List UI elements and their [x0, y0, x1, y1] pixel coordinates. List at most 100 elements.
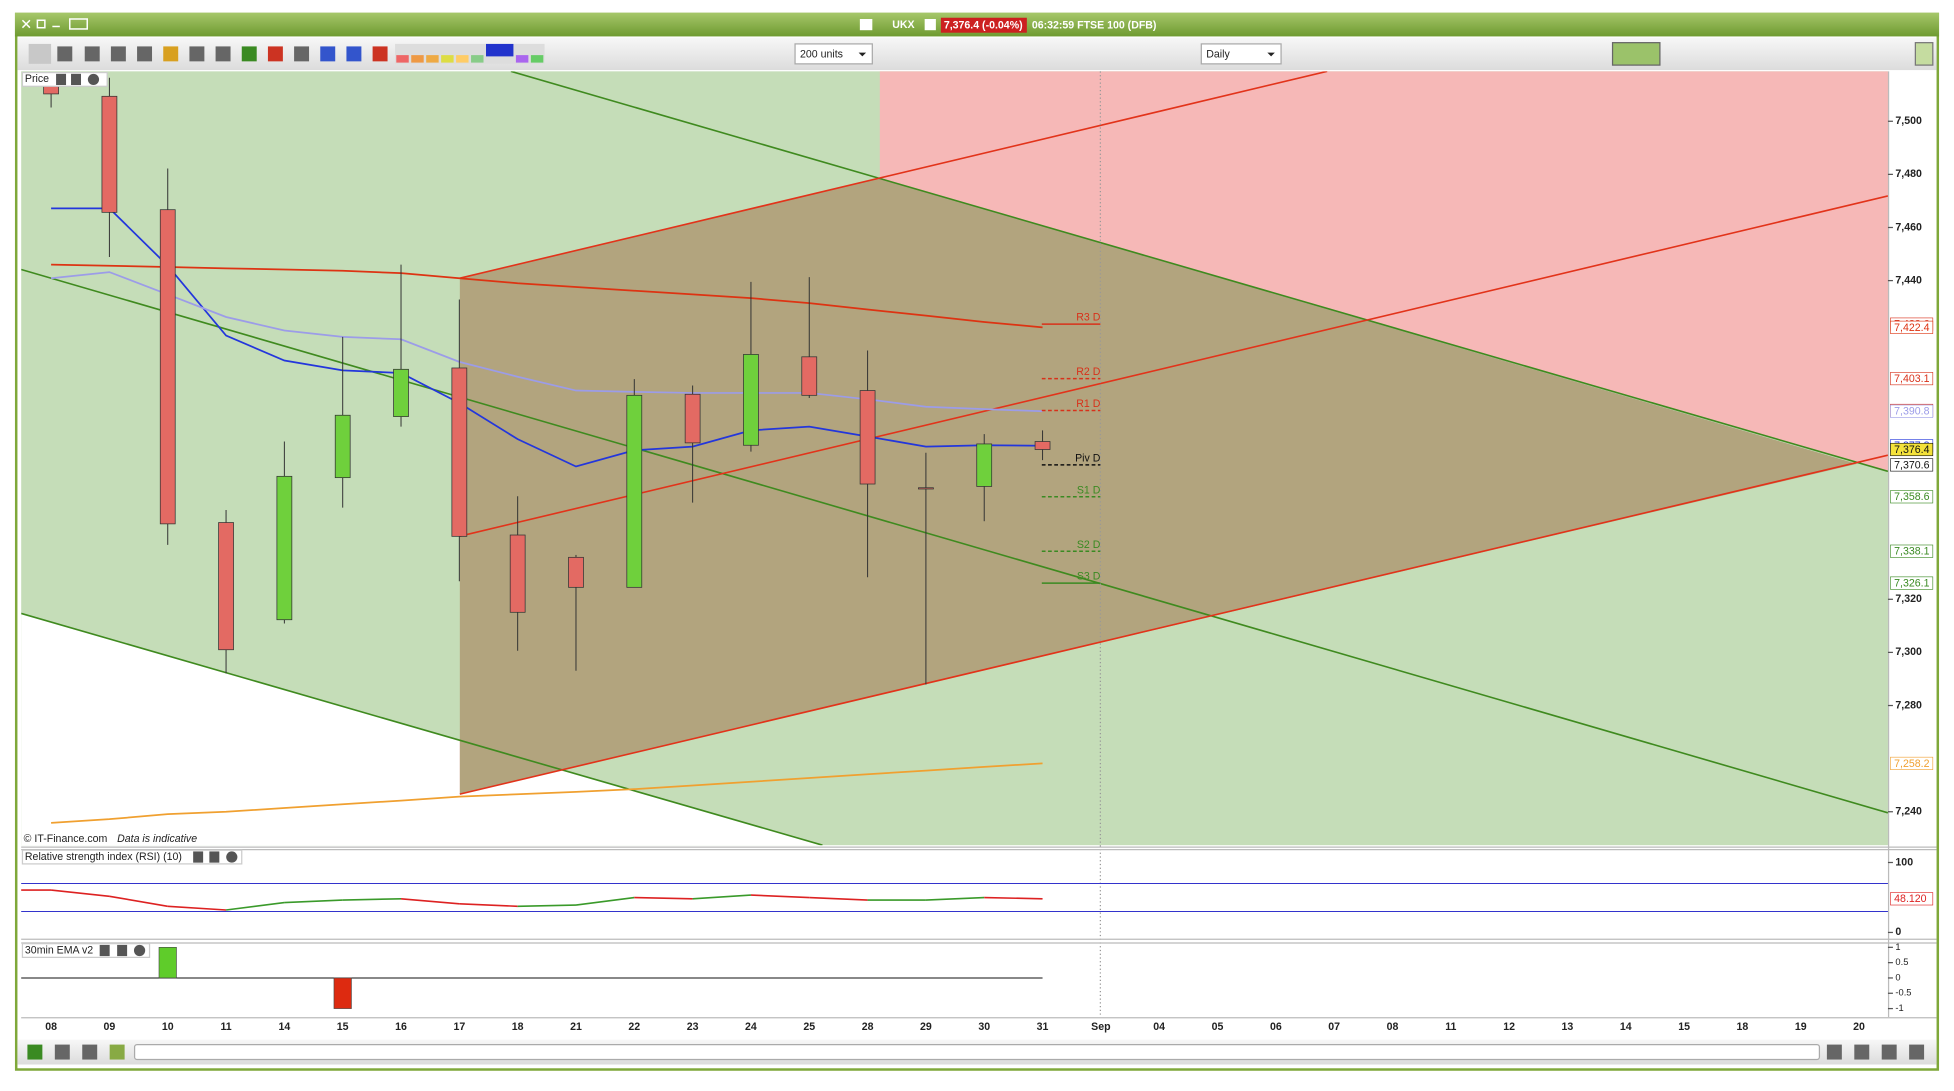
moving-average — [51, 207, 1043, 468]
panel-label-box — [21, 849, 243, 865]
price-tag-label: 7,403.1 — [1894, 373, 1929, 385]
status: 06:32:59 FTSE 100 (DFB) — [1032, 20, 1157, 32]
x-tick-label: 22 — [628, 1021, 640, 1033]
units-select[interactable] — [794, 43, 873, 65]
rsi-line — [51, 889, 110, 898]
candle-body — [159, 209, 176, 525]
bottom-icons[interactable] — [27, 1044, 1925, 1060]
price-tag — [1890, 442, 1934, 457]
x-tick-label: 07 — [1328, 1021, 1340, 1033]
rsi-line — [925, 896, 985, 901]
x-tick-label: 11 — [1445, 1021, 1456, 1033]
window-controls[interactable] — [21, 18, 88, 30]
x-tick-label: 15 — [337, 1021, 349, 1033]
x-tick-label: 12 — [1503, 1021, 1515, 1033]
rsi-line — [284, 899, 343, 904]
rsi-line — [809, 896, 868, 901]
candle-body — [918, 487, 934, 490]
candle-body — [743, 354, 759, 446]
price-tag — [1890, 576, 1934, 590]
pivot-label: Piv D — [1075, 452, 1101, 464]
price-tag-label: 7,326.1 — [1894, 578, 1929, 590]
candle-body — [101, 95, 118, 213]
tool-icons[interactable] — [28, 43, 388, 64]
price-tag — [1890, 458, 1934, 472]
rsi-line — [167, 905, 227, 911]
x-tick-label: 28 — [862, 1021, 874, 1033]
ema-title: 30min EMA v2 — [25, 944, 93, 956]
candle-body — [451, 367, 468, 537]
symbol: UKX — [892, 19, 914, 31]
pivot-label: R1 D — [1076, 398, 1100, 410]
candle-body — [568, 556, 584, 588]
scrollbar[interactable] — [133, 1043, 1821, 1061]
x-tick-label: 31 — [1037, 1021, 1049, 1033]
rsi-line — [984, 896, 1043, 900]
price-tag-label: 7,258.2 — [1894, 758, 1929, 770]
y-tick-label: 7,320 — [1895, 593, 1922, 605]
candle-body — [859, 390, 876, 485]
price-tag — [1890, 372, 1934, 386]
copyright: © IT-Finance.com — [24, 833, 108, 845]
y-tick-label: 7,500 — [1895, 115, 1922, 127]
dropdown-arrow — [1267, 52, 1275, 57]
x-tick-label: 16 — [395, 1021, 407, 1033]
candle-body — [218, 522, 234, 651]
side-button[interactable] — [1914, 42, 1934, 66]
x-tick-label: 24 — [745, 1021, 757, 1033]
y-tick-label: 7,300 — [1895, 646, 1922, 658]
rsi-line — [750, 894, 810, 899]
moving-average — [51, 762, 1043, 824]
price-tag-label: 7,390.8 — [1894, 406, 1929, 418]
panel-icons[interactable] — [99, 944, 146, 957]
y-tick-label: 7,460 — [1895, 221, 1922, 233]
y-tick-label: 0 — [1895, 972, 1900, 982]
icon — [859, 18, 873, 31]
y-tick-label: 7,440 — [1895, 274, 1922, 286]
candle-body — [393, 368, 409, 417]
price-tag-label: 7,370.6 — [1894, 459, 1929, 471]
price-tag — [1890, 544, 1934, 558]
candle-body — [334, 414, 351, 479]
x-tick-label: Sep — [1091, 1021, 1111, 1033]
candle-body — [626, 394, 643, 588]
x-tick-label: 09 — [104, 1021, 116, 1033]
price-tag — [1890, 892, 1934, 906]
x-tick-label: 06 — [1270, 1021, 1282, 1033]
x-tick-label: 14 — [278, 1021, 290, 1033]
ema-bar — [333, 977, 352, 1009]
panel-icons[interactable] — [193, 851, 238, 863]
rsi-line — [517, 904, 576, 908]
candle-body — [976, 443, 993, 487]
x-tick-label: 19 — [1795, 1021, 1807, 1033]
color-swatches[interactable] — [395, 43, 545, 64]
pivot-label: R3 D — [1076, 312, 1100, 324]
y-tick-label: 0 — [1895, 926, 1901, 938]
rsi-line — [459, 902, 518, 908]
y-tick-label: -0.5 — [1895, 988, 1911, 998]
x-tick-label: 14 — [1620, 1021, 1632, 1033]
x-tick-label: 21 — [570, 1021, 582, 1033]
panel-icons[interactable] — [56, 73, 100, 86]
rsi-line — [692, 894, 751, 900]
panel-label: Price — [25, 73, 49, 85]
x-tick-label: 25 — [803, 1021, 815, 1033]
rsi-line — [400, 898, 460, 905]
rsi-line — [575, 896, 635, 906]
price: 7,376.4 (-0.04%) — [944, 20, 1023, 32]
info-icon[interactable] — [924, 18, 936, 31]
x-tick-label: 30 — [978, 1021, 990, 1033]
x-tick-label: 08 — [1387, 1021, 1399, 1033]
candle-body — [1034, 441, 1051, 450]
moving-average — [51, 271, 1043, 413]
chart-type-button[interactable] — [1611, 42, 1661, 66]
interval-select[interactable] — [1200, 43, 1282, 65]
disclaimer: Data is indicative — [117, 833, 197, 845]
rsi-line — [342, 897, 402, 901]
pivot-label: S2 D — [1077, 539, 1101, 551]
ema-bar — [158, 947, 177, 979]
price-tag-label: 48.120 — [1894, 893, 1926, 905]
y-tick-label: 7,280 — [1895, 699, 1922, 711]
x-tick-label: 04 — [1153, 1021, 1165, 1033]
